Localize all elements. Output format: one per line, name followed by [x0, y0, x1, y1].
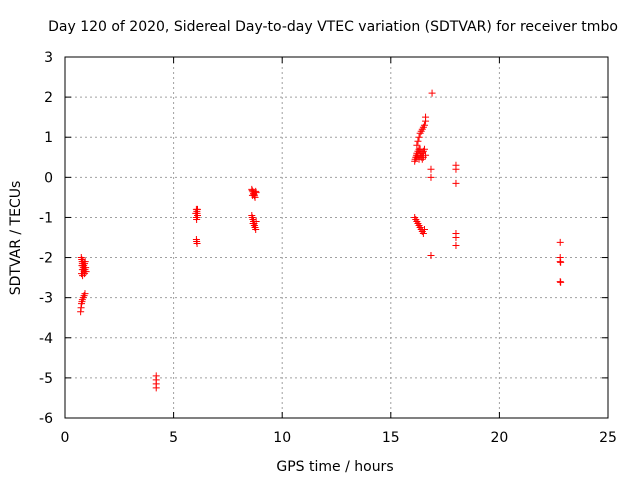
y-tick-label: 3 [44, 50, 53, 66]
data-point-marker [427, 252, 435, 260]
y-tick-label: -4 [39, 331, 53, 347]
data-point-marker [419, 229, 427, 237]
data-point-marker [556, 238, 564, 246]
y-tick-label: -5 [39, 371, 53, 387]
x-tick-label: 20 [490, 430, 508, 446]
data-point-marker [413, 141, 421, 149]
data-point-marker [420, 121, 428, 129]
data-point-marker [81, 290, 89, 298]
y-tick-label: 0 [44, 170, 53, 186]
data-point-marker [416, 145, 424, 153]
data-point-marker [415, 133, 423, 141]
data-point-marker [252, 225, 260, 233]
data-point-marker [248, 191, 256, 199]
data-point-marker [249, 219, 257, 227]
y-tick-label: -6 [39, 411, 53, 427]
x-tick-label: 0 [61, 430, 70, 446]
data-point-marker [252, 189, 260, 197]
data-point-marker [152, 384, 160, 392]
data-point-marker [427, 165, 435, 173]
y-axis-label: SDTVAR / TECUs [8, 181, 24, 296]
data-point-marker [557, 278, 565, 286]
y-tick-label: 2 [44, 90, 53, 106]
x-tick-label: 15 [382, 430, 400, 446]
grid-lines [65, 57, 608, 418]
x-tick-label: 25 [599, 430, 617, 446]
axis-ticks: 0 5 10 15 20 25 -6 -5 -4 -3 -2 -1 0 1 2 3 [39, 50, 617, 446]
data-point-marker [79, 272, 87, 280]
data-point-marker [428, 89, 436, 97]
chart-title: Day 120 of 2020, Sidereal Day-to-day VTE… [48, 19, 618, 35]
data-point-marker [452, 165, 460, 173]
data-point-marker [418, 155, 426, 163]
data-point-marker [422, 113, 430, 121]
data-point-marker [557, 258, 565, 266]
y-tick-label: -3 [39, 291, 53, 307]
x-axis-label: GPS time / hours [276, 459, 393, 475]
y-tick-label: -1 [39, 210, 53, 226]
data-point-marker [452, 242, 460, 250]
data-points [77, 89, 565, 392]
data-point-marker [452, 234, 460, 241]
y-tick-label: 1 [44, 130, 53, 146]
x-tick-label: 10 [273, 430, 291, 446]
data-point-marker [82, 268, 90, 276]
data-point-marker [452, 179, 460, 187]
data-point-marker [193, 205, 201, 213]
data-point-marker [193, 240, 201, 248]
data-point-marker [414, 137, 422, 145]
x-tick-label: 5 [169, 430, 178, 446]
plot-frame [64, 56, 609, 419]
data-point-marker [420, 225, 428, 233]
data-point-marker [81, 258, 89, 266]
data-point-marker [192, 209, 200, 217]
y-tick-label: -2 [39, 251, 53, 267]
data-point-marker [193, 215, 201, 223]
data-point-marker [414, 151, 422, 159]
data-point-marker [427, 173, 435, 181]
